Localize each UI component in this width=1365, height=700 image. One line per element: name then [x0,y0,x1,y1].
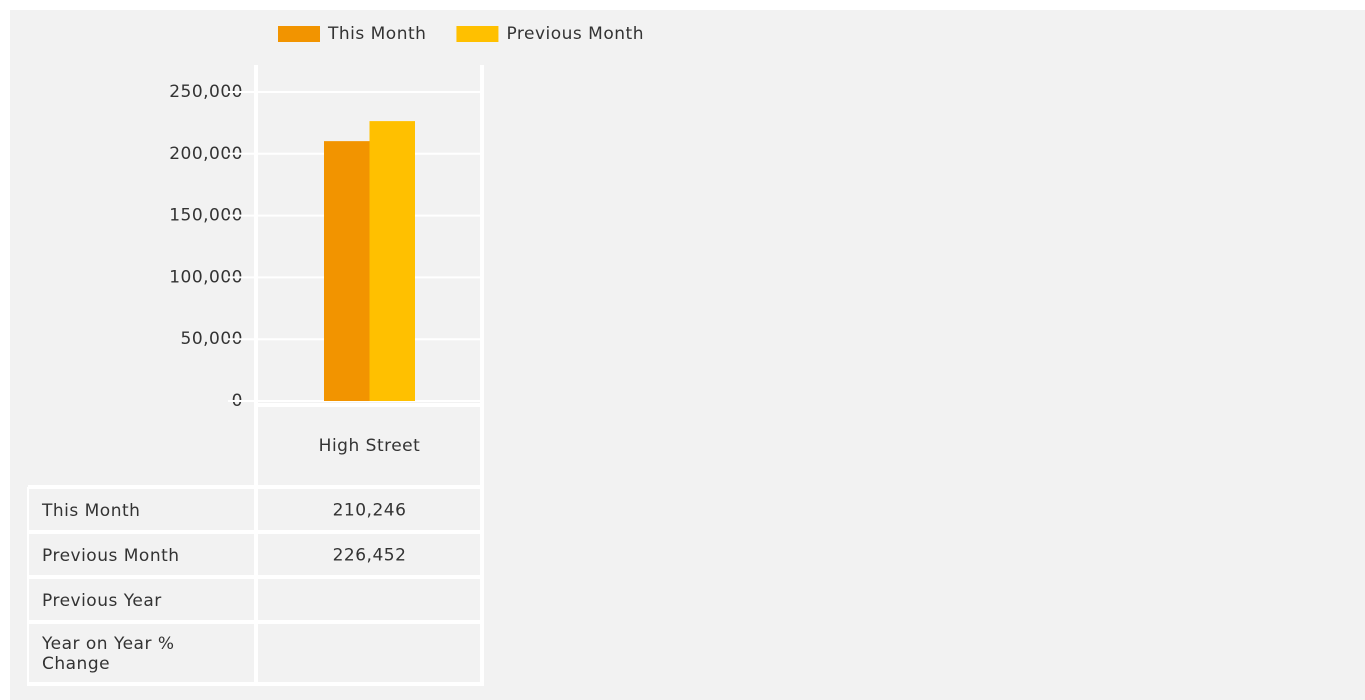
table-row-label: Previous Month [42,545,180,566]
y-tick-label: 150,000 [169,206,243,226]
table-row-label: Year on Year % Change [42,634,175,674]
table-value: 210,246 [333,501,407,521]
y-tick-label: 200,000 [169,144,243,164]
legend-swatch [278,26,320,42]
y-tick-label: 250,000 [169,82,243,102]
bar [324,141,370,402]
x-tick-label: High Street [319,436,421,456]
table-row-label: Previous Year [42,590,162,611]
legend-label: This Month [327,24,426,44]
y-tick-label: 50,000 [181,329,243,349]
y-tick-label: 100,000 [169,267,243,287]
table-row-label: This Month [42,500,141,521]
bar [369,121,415,401]
legend-label: Previous Month [506,24,644,44]
table-value: 226,452 [333,546,407,566]
legend-swatch [456,26,499,42]
panel [10,10,1365,700]
